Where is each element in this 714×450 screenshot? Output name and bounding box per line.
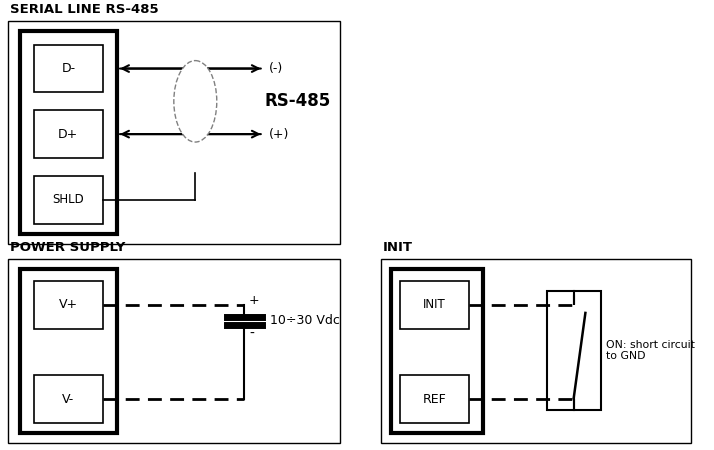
Text: SHLD: SHLD [52,193,84,206]
Bar [381,259,691,443]
Ellipse shape [174,61,217,142]
Text: V+: V+ [59,298,78,311]
Text: INIT: INIT [383,241,413,254]
Bar [19,31,117,234]
Text: (+): (+) [268,128,289,140]
Text: -: - [249,327,254,341]
Bar [34,375,103,423]
Text: V-: V- [62,393,74,406]
Text: SERIAL LINE RS-485: SERIAL LINE RS-485 [10,3,159,16]
Bar [34,110,103,158]
Bar [8,259,340,443]
Bar [34,45,103,92]
Bar [8,21,340,244]
Bar [401,375,468,423]
Text: POWER SUPPLY: POWER SUPPLY [10,241,125,254]
Text: +: + [249,294,260,307]
Bar [391,269,483,433]
Text: RS-485: RS-485 [265,92,331,110]
Bar [401,281,468,329]
Bar [34,176,103,224]
Text: D-: D- [61,62,76,75]
Text: (-): (-) [268,62,283,75]
Text: 10÷30 Vdc: 10÷30 Vdc [269,315,339,327]
Bar [34,281,103,329]
Text: REF: REF [423,393,446,406]
Text: ON: short circuit
to GND: ON: short circuit to GND [606,340,695,361]
Bar [19,269,117,433]
Text: INIT: INIT [423,298,446,311]
Text: D+: D+ [59,128,79,140]
Bar [547,291,600,410]
